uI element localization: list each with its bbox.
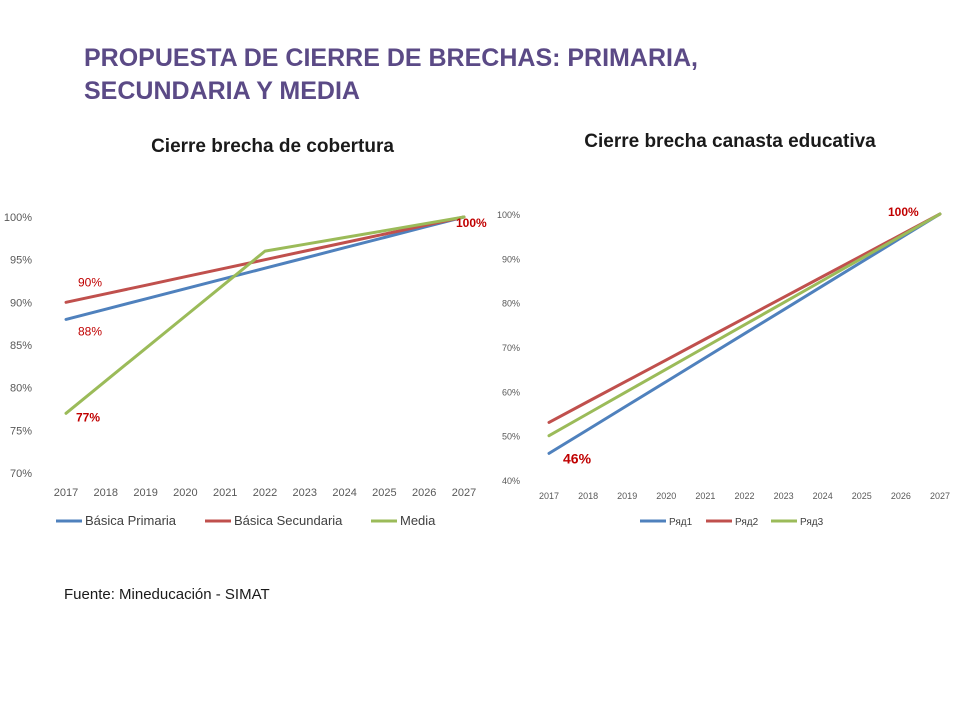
- x-tick-label: 2027: [930, 491, 950, 501]
- x-tick-label: 2020: [656, 491, 676, 501]
- data-label: 90%: [78, 275, 102, 289]
- legend-entry: Ряд1: [669, 517, 693, 528]
- series-line-3: [64, 215, 466, 415]
- x-tick-label: 2027: [452, 487, 476, 499]
- legend-entry: Media: [400, 513, 436, 528]
- y-tick-label: 70%: [502, 343, 520, 353]
- x-tick-label: 2021: [213, 487, 237, 499]
- y-tick-label: 80%: [10, 383, 32, 395]
- y-tick-label: 50%: [502, 432, 520, 442]
- data-label: 77%: [76, 410, 100, 424]
- data-label: 100%: [456, 216, 487, 230]
- x-tick-label: 2020: [173, 487, 197, 499]
- x-tick-label: 2022: [253, 487, 277, 499]
- series-line-3: [547, 212, 942, 438]
- y-tick-label: 85%: [10, 340, 32, 352]
- x-tick-label: 2026: [891, 491, 911, 501]
- y-tick-label: 75%: [10, 425, 32, 437]
- chart-title-canasta: Cierre brecha canasta educativa: [584, 131, 876, 152]
- legend-entry: Ряд3: [800, 517, 824, 528]
- slide-title: PROPUESTA DE CIERRE DE BRECHAS: PRIMARIA…: [84, 44, 698, 105]
- series-line-2: [64, 215, 466, 304]
- series-line-1: [64, 215, 466, 321]
- x-tick-label: 2018: [94, 487, 118, 499]
- legend-entry: Básica Secundaria: [234, 513, 343, 528]
- y-tick-label: 60%: [502, 387, 520, 397]
- y-tick-label: 95%: [10, 255, 32, 267]
- x-tick-label: 2025: [372, 487, 396, 499]
- y-tick-label: 40%: [502, 476, 520, 486]
- x-tick-label: 2023: [774, 491, 794, 501]
- y-tick-label: 100%: [497, 210, 520, 220]
- series-line-2: [547, 212, 942, 424]
- x-tick-label: 2019: [133, 487, 157, 499]
- chart-title-cobertura: Cierre brecha de cobertura: [151, 136, 394, 157]
- x-tick-label: 2018: [578, 491, 598, 501]
- x-tick-label: 2024: [813, 491, 833, 501]
- x-tick-label: 2017: [539, 491, 559, 501]
- x-tick-label: 2024: [332, 487, 356, 499]
- x-tick-label: 2019: [617, 491, 637, 501]
- y-tick-label: 70%: [10, 468, 32, 480]
- y-tick-label: 100%: [4, 212, 32, 224]
- y-tick-label: 90%: [10, 297, 32, 309]
- legend-entry: Básica Primaria: [85, 513, 177, 528]
- x-tick-label: 2021: [695, 491, 715, 501]
- source-note: Fuente: Mineducación - SIMAT: [64, 586, 270, 603]
- data-label: 46%: [563, 450, 592, 466]
- x-tick-label: 2022: [734, 491, 754, 501]
- y-tick-label: 90%: [502, 254, 520, 264]
- legend-entry: Ряд2: [735, 517, 759, 528]
- series-line-1: [547, 212, 942, 455]
- data-label: 100%: [888, 205, 919, 219]
- x-tick-label: 2026: [412, 487, 436, 499]
- x-tick-label: 2025: [852, 491, 872, 501]
- x-tick-label: 2023: [293, 487, 317, 499]
- y-tick-label: 80%: [502, 299, 520, 309]
- data-label: 88%: [78, 324, 102, 338]
- x-tick-label: 2017: [54, 487, 78, 499]
